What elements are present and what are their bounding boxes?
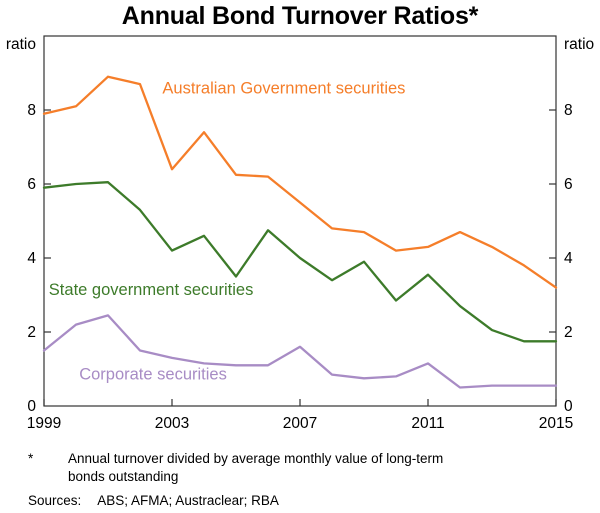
y-tick-label-right: 8 [564,102,573,119]
footnote-marker: * [28,451,34,466]
y-tick-label-left: 2 [27,324,36,341]
y-tick-label-right: 2 [564,324,573,341]
series-line-state-government-securities [42,181,558,343]
y-tick-label-left: 4 [27,250,36,267]
series-line-australian-government-securities [42,75,558,289]
footnotes: * Annual turnover divided by average mon… [28,450,588,510]
sources-row: Sources: ABS; AFMA; Austraclear; RBA [28,492,588,510]
x-tick-label: 2011 [411,415,444,432]
x-tick-label: 1999 [27,415,61,432]
bond-turnover-line-chart: 0 0 2 2 4 4 6 6 8 8 1999 2003 2007 2011 2015 ratio ratio… [6,35,594,432]
footnote-row: * Annual turnover divided by average mon… [28,450,588,485]
y-tick-label-left: 8 [27,102,36,119]
y-tick-label-left: 6 [27,176,36,193]
chart-area: 0 0 2 2 4 4 6 6 8 8 1999 2003 2007 2011 2015 ratio ratio… [0,30,600,436]
series-label-australian-government-securities: Australian Government securities [162,79,405,97]
series-line-corporate-securities [42,314,558,389]
chart-title: Annual Bond Turnover Ratios* [121,2,479,30]
y-tick-label-left: 0 [27,398,36,415]
y-tick-label-right: 6 [564,176,573,193]
series-label-state-government-securities: State government securities [49,281,254,299]
x-tick-label: 2003 [155,415,189,432]
sources-text: ABS; AFMA; Austraclear; RBA [97,493,279,509]
y-axis-unit-left: ratio [6,36,36,53]
series-label-corporate-securities: Corporate securities [79,365,227,383]
y-tick-label-right: 0 [564,398,573,415]
sources-label: Sources: [28,493,82,509]
y-axis-unit-right: ratio [564,36,594,53]
x-tick-label: 2007 [283,415,317,432]
footnote-text: Annual turnover divided by average month… [68,451,444,484]
y-tick-label-right: 4 [564,250,573,267]
x-tick-label: 2015 [539,415,573,432]
